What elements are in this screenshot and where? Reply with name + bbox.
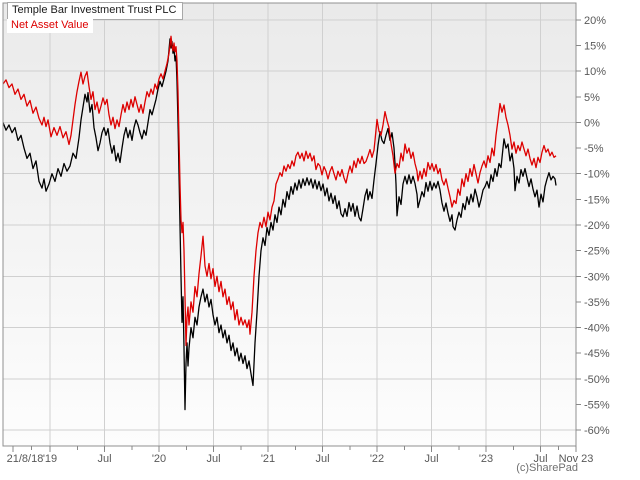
x-axis-label: 21/8/18 [7, 453, 44, 465]
x-axis-label: '22 [370, 453, 384, 465]
y-axis-label: -10% [584, 169, 610, 181]
y-axis-label: -45% [584, 348, 610, 360]
nav-series-line [2, 35, 557, 347]
x-axis-label: Jul [206, 453, 220, 465]
y-axis-label: 15% [584, 41, 606, 53]
y-axis-label: -60% [584, 425, 610, 437]
y-axis-label: -50% [584, 374, 610, 386]
y-axis-label: 20% [584, 15, 606, 27]
x-axis-label: Jul [97, 453, 111, 465]
y-axis-label: -40% [584, 323, 610, 335]
sharepad-watermark: (c)SharePad [516, 462, 578, 474]
x-axis-label: Jul [315, 453, 329, 465]
y-axis-label: 0% [584, 118, 600, 130]
y-axis-label: -15% [584, 194, 610, 206]
y-axis-label: -35% [584, 297, 610, 309]
y-axis-label: -5% [584, 143, 604, 155]
x-axis-label: Jul [424, 453, 438, 465]
x-axis-label: '23 [479, 453, 493, 465]
price-series-line [2, 38, 557, 411]
x-axis-label: '21 [261, 453, 275, 465]
x-axis-label: '20 [152, 453, 166, 465]
x-axis-label: Jul [533, 453, 547, 465]
y-axis-label: 5% [584, 92, 600, 104]
y-axis-label: -20% [584, 220, 610, 232]
y-axis-label: -30% [584, 271, 610, 283]
legend-series-nav-label: Net Asset Value [7, 19, 94, 33]
x-axis-label: Nov 23 [559, 453, 594, 465]
x-axis-label: '19 [43, 453, 57, 465]
legend-series-price-label: Temple Bar Investment Trust PLC [7, 2, 184, 20]
y-axis-label: -25% [584, 246, 610, 258]
y-axis-label: -55% [584, 400, 610, 412]
y-axis-label: 10% [584, 66, 606, 78]
